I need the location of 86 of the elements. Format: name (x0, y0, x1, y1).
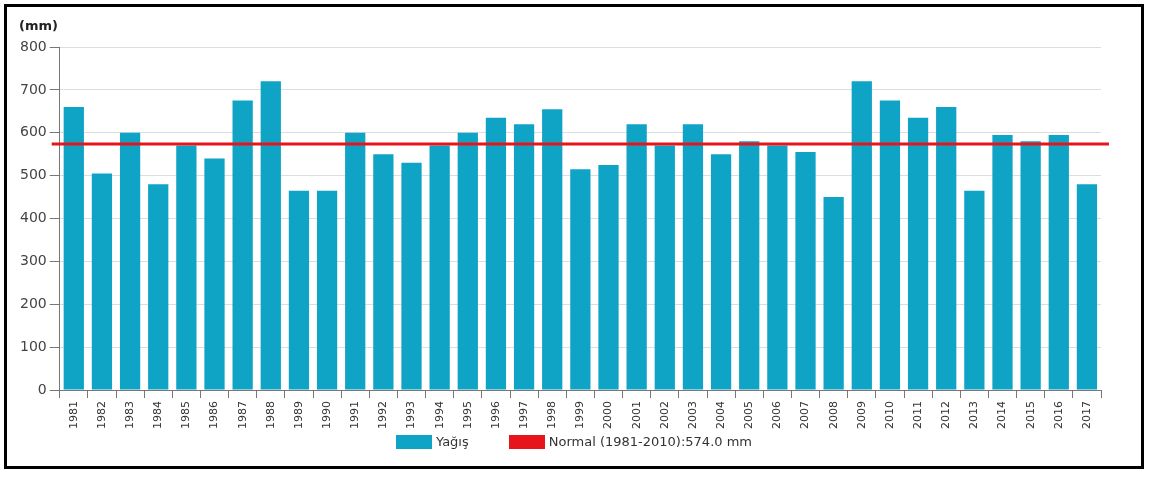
x-tick-label: 2011 (910, 401, 924, 430)
y-tick-label: 700 (19, 80, 47, 97)
x-tick-label: 2015 (1023, 401, 1037, 430)
y-tick-label: 300 (19, 252, 47, 269)
x-tick-label: 1995 (460, 401, 474, 430)
bar (148, 184, 169, 390)
x-tick-label: 2004 (713, 401, 727, 430)
bar (260, 81, 281, 390)
x-tick-label: 2003 (685, 401, 699, 430)
x-tick-label: 2006 (770, 401, 784, 430)
bar (992, 134, 1013, 390)
bar (373, 154, 394, 390)
bar (485, 117, 507, 390)
x-tick-label: 1981 (66, 401, 80, 430)
bar (936, 107, 957, 390)
x-tick-label: 1996 (488, 401, 502, 430)
bar (907, 117, 929, 390)
y-tick-label: 400 (19, 209, 47, 226)
x-tick-label: 1992 (376, 401, 390, 430)
bar (316, 190, 338, 390)
x-tick-label: 1986 (207, 401, 221, 430)
x-tick-label: 1989 (291, 401, 305, 430)
x-tick-label: 2009 (854, 401, 868, 430)
bar (964, 190, 985, 390)
bar (767, 145, 788, 390)
bar (739, 141, 760, 390)
x-tick-label: 1998 (545, 401, 559, 430)
bar (91, 173, 113, 390)
x-tick-label: 1985 (179, 401, 193, 430)
bar (823, 197, 844, 390)
x-tick-label: 2007 (798, 401, 812, 430)
x-tick-label: 2000 (601, 401, 615, 430)
bar (288, 190, 310, 390)
bar (626, 124, 647, 390)
bar (345, 132, 366, 390)
y-tick-label: 600 (19, 123, 47, 140)
x-tick-label: 1991 (348, 401, 362, 430)
bar (119, 132, 141, 390)
x-tick-label: 2017 (1079, 401, 1093, 430)
x-tick-label: 1999 (573, 401, 587, 430)
legend-label: Yağış (436, 434, 469, 449)
bar (429, 145, 450, 390)
bar (232, 100, 253, 390)
x-tick-label: 1997 (516, 401, 530, 430)
bar (1048, 134, 1069, 390)
bar (795, 152, 816, 390)
x-tick-label: 2005 (742, 401, 756, 430)
x-tick-label: 1988 (263, 401, 277, 430)
bar (710, 154, 732, 390)
y-tick-label: 500 (19, 166, 47, 183)
bar (1076, 184, 1098, 390)
bar (1020, 141, 1041, 390)
bar (63, 107, 84, 390)
bar (682, 124, 704, 390)
bar (204, 158, 225, 390)
x-tick-label: 2001 (629, 401, 643, 430)
bar (879, 100, 901, 390)
x-tick-label: 2016 (1051, 401, 1065, 430)
x-tick-label: 2008 (826, 401, 840, 430)
bar (570, 169, 591, 390)
x-tick-label: 1990 (319, 401, 333, 430)
x-tick-label: 1983 (122, 401, 136, 430)
bar (542, 109, 563, 390)
bar (598, 164, 619, 390)
bar (513, 124, 535, 390)
y-tick-label: 0 (37, 380, 47, 397)
x-tick-label: 2013 (967, 401, 981, 430)
bar (654, 145, 675, 390)
x-tick-label: 1994 (432, 401, 446, 430)
x-tick-label: 1987 (235, 401, 249, 430)
x-tick-label: 1993 (404, 401, 418, 430)
x-tick-label: 2010 (882, 401, 896, 430)
x-tick-label: 2014 (995, 401, 1009, 430)
legend-label: Normal (1981-2010):574.0 mm (548, 434, 752, 449)
y-axis-title: (mm) (19, 17, 58, 33)
y-tick-label: 100 (19, 337, 47, 354)
bar (176, 145, 197, 390)
x-tick-label: 1982 (94, 401, 108, 430)
x-tick-label: 2012 (939, 401, 953, 430)
y-tick-label: 800 (19, 37, 47, 54)
x-tick-label: 2002 (657, 401, 671, 430)
bar (457, 132, 478, 390)
bar (401, 162, 422, 390)
y-tick-label: 200 (19, 294, 47, 311)
x-tick-label: 1984 (151, 401, 165, 430)
bar (851, 81, 872, 390)
